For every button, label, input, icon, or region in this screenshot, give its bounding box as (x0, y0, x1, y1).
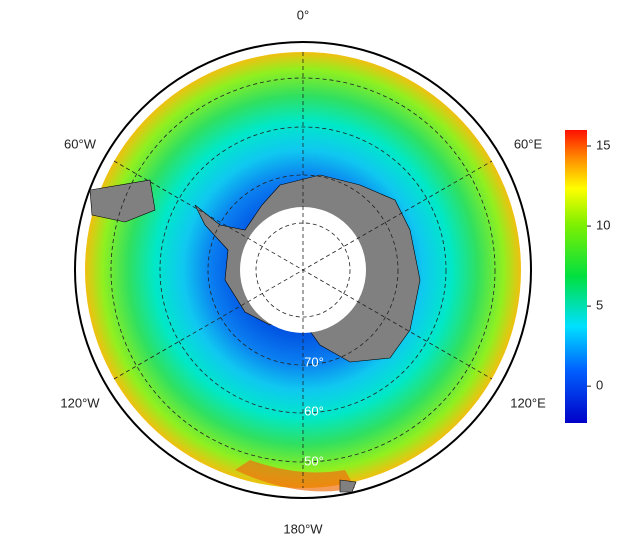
colorbar-tick-label: 10 (596, 218, 610, 233)
lat-circle (207, 174, 399, 366)
colorbar (565, 130, 587, 423)
warm-patch (235, 460, 355, 492)
lon-label: 60°E (514, 136, 543, 151)
lat-label: 50° (304, 453, 324, 468)
colorbar-tick-label: 15 (596, 137, 610, 152)
lat-label: 70° (304, 354, 324, 369)
graticule (110, 52, 496, 488)
colorbar-tick-label: 5 (596, 298, 603, 313)
lat-circle (159, 126, 447, 414)
lon-label: 180°W (283, 521, 323, 536)
lon-label: 120°E (510, 395, 546, 410)
new-zealand (339, 479, 357, 493)
lon-label: 120°W (60, 395, 100, 410)
south-america (89, 179, 156, 223)
colorbar-tick-label: 0 (596, 378, 603, 393)
lat-label: 60° (304, 403, 324, 418)
lat-circle (110, 77, 496, 463)
lon-label: 0° (297, 7, 309, 22)
colorbar-ticks: 0 5 10 15 (587, 137, 610, 393)
lon-label: 60°W (64, 136, 97, 151)
lon-line (113, 160, 493, 380)
lat-circle (255, 222, 351, 318)
